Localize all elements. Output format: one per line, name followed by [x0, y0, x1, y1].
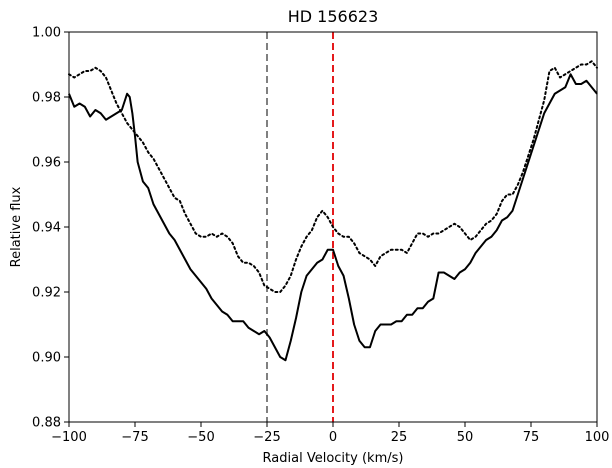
y-axis-label: Relative flux — [9, 186, 24, 267]
y-tick-label: 1.00 — [32, 26, 61, 41]
x-tick-label: 25 — [391, 430, 408, 445]
x-tick-label: 75 — [523, 430, 540, 445]
axis-ticks: −100 −75 −50 −25 0 25 50 75 100 0.88 0.90 0.92 0.94 0… — [32, 26, 609, 446]
x-tick-label: −100 — [51, 430, 87, 445]
plot-frame — [68, 31, 598, 423]
y-tick-label: 0.98 — [32, 91, 61, 106]
x-tick-label: −25 — [253, 430, 280, 445]
chart-title: HD 156623 — [288, 7, 379, 26]
reference-lines — [266, 32, 334, 422]
dotted-series-line — [68, 60, 598, 293]
solid-series-line — [68, 73, 598, 362]
x-tick-label: 50 — [457, 430, 474, 445]
y-tick-label: 0.94 — [32, 221, 61, 236]
x-tick-label: 100 — [585, 430, 610, 445]
x-tick-label: −50 — [187, 430, 214, 445]
x-axis-label: Radial Velocity (km/s) — [263, 451, 404, 466]
y-tick-label: 0.92 — [32, 286, 61, 301]
y-tick-label: 0.90 — [32, 351, 61, 366]
x-tick-label: 0 — [329, 430, 337, 445]
y-tick-label: 0.88 — [32, 416, 61, 431]
x-tick-label: −75 — [121, 430, 148, 445]
plot-series — [68, 60, 598, 362]
y-tick-label: 0.96 — [32, 156, 61, 171]
